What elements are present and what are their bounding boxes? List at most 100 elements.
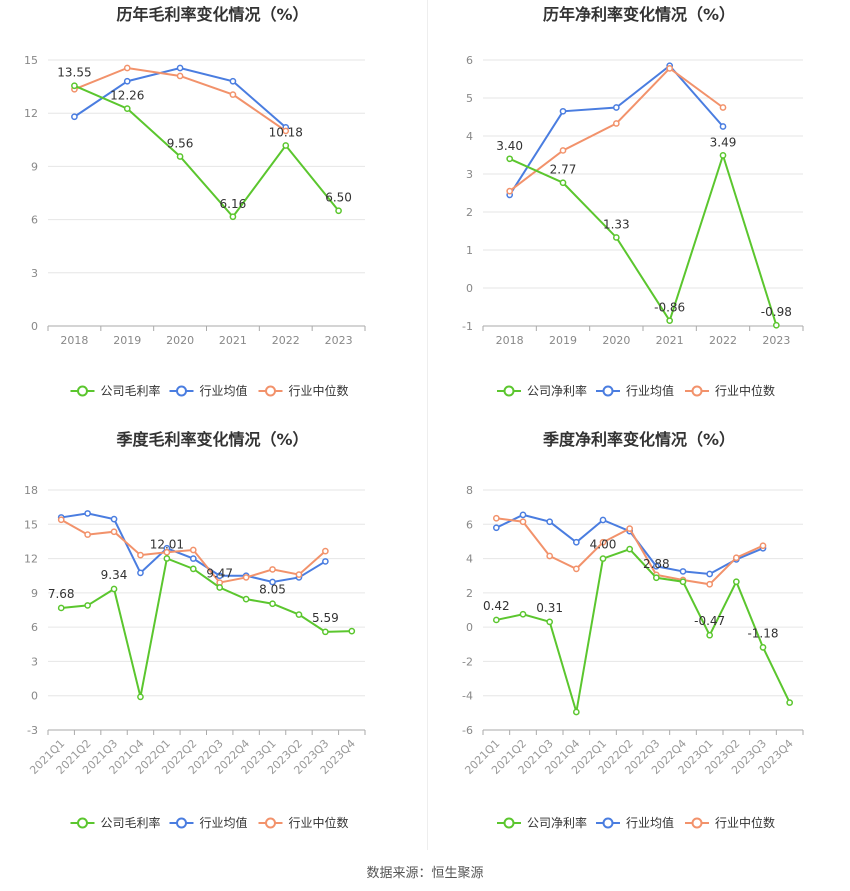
data-point bbox=[706, 631, 714, 639]
legend-label: 行业中位数 bbox=[715, 815, 775, 830]
data-point bbox=[282, 142, 290, 149]
data-point bbox=[599, 555, 607, 562]
x-tick-label: 2022 bbox=[272, 334, 300, 347]
data-point bbox=[732, 578, 740, 586]
data-label: 12.26 bbox=[110, 89, 144, 103]
y-tick-label: 0 bbox=[466, 621, 473, 634]
data-point bbox=[506, 187, 514, 195]
x-tick-label: 2018 bbox=[60, 334, 88, 347]
data-point bbox=[295, 611, 303, 618]
data-point bbox=[599, 516, 607, 524]
data-point bbox=[759, 542, 767, 550]
data-point bbox=[626, 525, 634, 532]
data-label: 6.16 bbox=[220, 197, 247, 211]
data-label: -0.47 bbox=[694, 614, 725, 628]
data-point bbox=[626, 545, 634, 553]
data-point bbox=[137, 569, 144, 577]
legend-swatch-marker bbox=[691, 385, 703, 397]
y-tick-label: 18 bbox=[24, 484, 38, 497]
data-point bbox=[229, 213, 237, 221]
data-point bbox=[189, 555, 197, 562]
x-tick-label: 2023 bbox=[762, 334, 790, 347]
data-point bbox=[269, 600, 276, 608]
data-point bbox=[506, 155, 514, 163]
data-point bbox=[759, 644, 767, 651]
data-point bbox=[719, 123, 727, 130]
data-point bbox=[176, 153, 184, 160]
data-point bbox=[137, 551, 144, 559]
data-label: -1.18 bbox=[747, 626, 778, 640]
x-tick-label: 2020 bbox=[602, 334, 630, 347]
data-point bbox=[732, 554, 740, 562]
y-tick-label: 15 bbox=[24, 518, 38, 531]
legend-label: 行业均值 bbox=[200, 383, 248, 398]
x-tick-label: 2022 bbox=[709, 334, 737, 347]
legend-label: 行业均值 bbox=[626, 383, 674, 398]
y-tick-label: 0 bbox=[31, 320, 38, 333]
data-point bbox=[612, 120, 620, 127]
data-label: 4.00 bbox=[590, 538, 617, 552]
data-point bbox=[57, 516, 65, 524]
data-point bbox=[679, 568, 687, 575]
legend-label: 行业中位数 bbox=[289, 815, 349, 830]
chart-svg: 历年净利率变化情况（%） -1 0 1 2 3 4 5 6 2018 2019 2020 2021 202… bbox=[462, 5, 804, 398]
y-tick-label: 12 bbox=[24, 553, 38, 566]
data-label: 2.77 bbox=[550, 163, 577, 177]
data-point bbox=[612, 234, 620, 241]
data-point bbox=[322, 547, 329, 555]
panel-divider bbox=[427, 0, 428, 850]
data-source-note: 数据来源：恒生聚源 bbox=[366, 866, 484, 881]
data-point bbox=[176, 72, 184, 80]
y-tick-label: 3 bbox=[466, 168, 473, 181]
data-point bbox=[559, 147, 567, 154]
data-label: 12.01 bbox=[150, 537, 184, 551]
y-tick-label: -1 bbox=[462, 320, 473, 333]
data-point bbox=[229, 77, 237, 85]
data-point bbox=[71, 113, 78, 121]
data-point bbox=[123, 64, 131, 72]
x-tick-label: 2021 bbox=[219, 334, 247, 347]
data-point bbox=[572, 538, 580, 546]
chart-title: 历年净利率变化情况（%） bbox=[543, 5, 735, 24]
data-point bbox=[189, 546, 197, 554]
data-point bbox=[84, 531, 91, 538]
data-point bbox=[348, 627, 356, 635]
data-point bbox=[123, 77, 131, 85]
data-point bbox=[786, 699, 794, 706]
data-point bbox=[163, 555, 171, 562]
data-point bbox=[666, 65, 674, 72]
data-point bbox=[492, 514, 500, 522]
chart-title: 历年毛利率变化情况（%） bbox=[116, 5, 308, 24]
legend-label: 公司净利率 bbox=[527, 383, 587, 398]
y-tick-label: 9 bbox=[31, 587, 38, 600]
data-point bbox=[229, 91, 237, 98]
chart-annual-net-margin: 历年净利率变化情况（%） -1 0 1 2 3 4 5 6 2018 2019 2020 2021 202… bbox=[428, 0, 850, 420]
data-point bbox=[216, 572, 224, 580]
data-point bbox=[295, 571, 303, 578]
legend-swatch-marker bbox=[77, 817, 88, 829]
y-tick-label: 4 bbox=[466, 553, 473, 566]
series-line bbox=[61, 557, 352, 698]
chart-annual-gross-margin: 历年毛利率变化情况（%） 0 3 6 9 12 15 2018 2019 2020 2021 2022… bbox=[0, 0, 425, 420]
data-label: -0.98 bbox=[761, 305, 792, 319]
y-tick-label: 8 bbox=[466, 484, 473, 497]
data-point bbox=[572, 565, 580, 573]
legend-swatch-marker bbox=[176, 817, 187, 829]
data-point bbox=[572, 708, 580, 716]
series-line bbox=[495, 513, 764, 576]
data-point bbox=[137, 693, 144, 701]
data-point bbox=[666, 317, 674, 325]
data-label: -0.86 bbox=[654, 301, 685, 315]
data-label: 3.40 bbox=[496, 139, 523, 153]
legend-swatch-marker bbox=[265, 385, 276, 397]
data-point bbox=[335, 207, 342, 215]
data-point bbox=[269, 566, 276, 573]
legend-label: 公司毛利率 bbox=[101, 383, 161, 398]
data-point bbox=[519, 518, 527, 526]
legend-swatch-marker bbox=[602, 817, 614, 829]
y-tick-label: 3 bbox=[31, 655, 38, 668]
y-tick-label: 0 bbox=[31, 690, 38, 703]
data-point bbox=[163, 548, 171, 556]
data-label: 1.33 bbox=[603, 217, 630, 231]
data-point bbox=[706, 570, 714, 578]
